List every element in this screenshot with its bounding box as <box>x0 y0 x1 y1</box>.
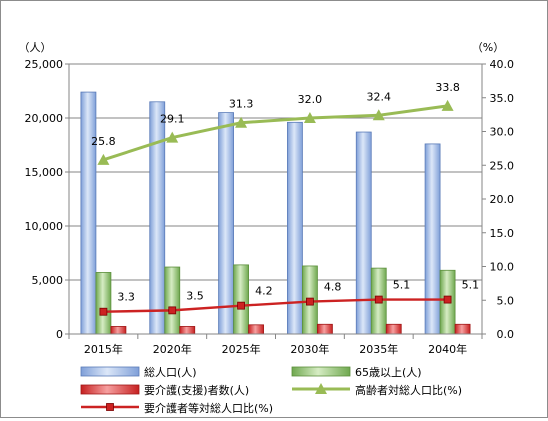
legend-swatch-care <box>80 384 140 395</box>
care-bar <box>317 323 333 335</box>
left-tick-label: 0 <box>56 328 63 341</box>
legend-swatch-elderly <box>291 366 351 377</box>
elderly-bar <box>233 264 249 335</box>
legend: 総人口(人) 65歳以上(人) 要介護(支援)者数(人) 高齢者対総人口比(%) 要介護… <box>80 365 462 415</box>
left-tick-label: 20,000 <box>25 112 64 125</box>
elderly-ratio-point <box>235 116 248 128</box>
category-label: 2030年 <box>290 342 329 356</box>
legend-label: 65歳以上(人) <box>355 366 422 379</box>
elderly-ratio-point <box>303 112 316 123</box>
category-label: 2040年 <box>428 342 467 356</box>
right-axis-unit: （%） <box>472 41 504 54</box>
care-ratio-point <box>306 297 314 306</box>
elderly-ratio-label: 32.4 <box>367 90 392 103</box>
care-bar <box>248 324 264 335</box>
category-label: 2035年 <box>359 342 398 356</box>
care-bar <box>179 326 196 335</box>
care-ratio-label: 5.1 <box>462 279 480 292</box>
care-ratio-label: 3.5 <box>186 289 204 302</box>
left-axis-ticks: 0 5,000 10,000 15,000 20,000 25,000 <box>25 58 69 341</box>
left-tick-label: 15,000 <box>25 166 64 179</box>
elderly-bar <box>95 272 112 335</box>
elderly-ratio-point <box>166 131 179 143</box>
elderly-ratio-point <box>97 153 110 165</box>
right-axis-ticks: 0.0 5.0 10.0 15.0 20.0 25.0 30.0 35.0 40.0 <box>482 58 514 341</box>
elderly-ratio-line <box>102 104 448 162</box>
left-axis-unit: （人） <box>19 41 52 54</box>
gridlines <box>69 63 482 281</box>
elderly-ratio-label: 32.0 <box>298 93 323 106</box>
right-tick-label: 25.0 <box>490 159 515 172</box>
care-ratio-point <box>237 301 245 310</box>
elderly-ratio-label: 29.1 <box>160 113 185 126</box>
population-bar <box>149 101 166 335</box>
population-bar <box>424 143 441 335</box>
care-bar <box>454 323 471 335</box>
legend-marker-triangle <box>315 383 327 394</box>
care-bar <box>385 323 402 335</box>
care-ratio-label: 4.2 <box>255 285 272 298</box>
legend-swatch-population <box>80 366 140 377</box>
care-ratio-point <box>168 306 177 315</box>
category-label: 2025年 <box>222 342 261 356</box>
care-ratio-line <box>103 298 448 313</box>
elderly-ratio-point <box>441 99 454 111</box>
care-ratio-label: 5.1 <box>393 279 411 292</box>
care-ratio-label: 3.3 <box>117 291 134 304</box>
elderly-ratio-point <box>372 109 385 121</box>
right-tick-label: 40.0 <box>490 58 515 71</box>
legend-label: 高齢者対総人口比(%) <box>355 383 462 397</box>
legend-label: 要介護(支援)者数(人) <box>144 383 249 397</box>
category-label: 2020年 <box>153 342 192 356</box>
lines: 25.8 29.1 31.3 32.0 32.4 33.8 3.3 3.5 4.2 4.8 5.1 5… <box>91 81 480 316</box>
elderly-ratio-label: 31.3 <box>229 98 254 111</box>
legend-marker-square <box>106 403 114 411</box>
care-ratio-point <box>374 295 383 304</box>
elderly-bar <box>164 266 181 335</box>
right-tick-label: 0.0 <box>497 328 515 341</box>
right-tick-label: 15.0 <box>490 227 515 240</box>
right-tick-label: 10.0 <box>490 261 515 274</box>
population-bar <box>80 91 97 335</box>
legend-label: 総人口(人) <box>144 365 197 379</box>
category-labels: 2015年 2020年 2025年 2030年 2035年 2040年 <box>84 342 467 356</box>
elderly-ratio-label: 33.8 <box>435 81 460 94</box>
care-bar <box>110 326 127 335</box>
right-tick-label: 35.0 <box>490 92 515 105</box>
right-tick-label: 30.0 <box>490 126 515 139</box>
category-label: 2015年 <box>84 342 123 356</box>
care-ratio-point <box>99 307 108 316</box>
left-tick-label: 25,000 <box>25 58 64 71</box>
population-bar <box>218 112 234 335</box>
bars <box>80 91 471 335</box>
care-ratio-point <box>443 295 452 304</box>
care-ratio-label: 4.8 <box>324 281 342 294</box>
elderly-ratio-label: 25.8 <box>91 135 116 148</box>
right-tick-label: 5.0 <box>497 294 515 307</box>
axes <box>68 64 483 339</box>
right-tick-label: 20.0 <box>490 193 515 206</box>
legend-label: 要介護者等対総人口比(%) <box>144 401 273 415</box>
left-tick-label: 10,000 <box>25 220 64 233</box>
population-bar <box>355 131 372 335</box>
left-tick-label: 5,000 <box>32 274 64 287</box>
